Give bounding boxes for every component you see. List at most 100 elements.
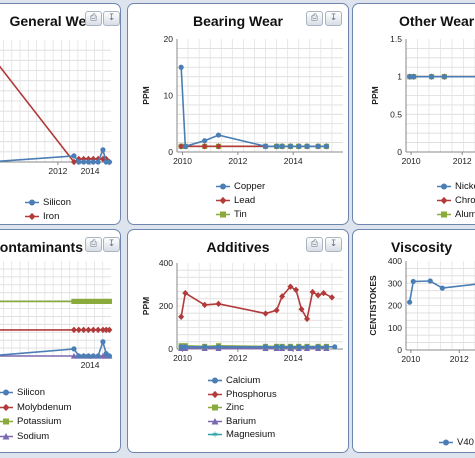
chart-bearing-wear: 0 10 20 PPM 2010 2012 2014: [141, 34, 343, 166]
download-button[interactable]: ↧: [325, 11, 342, 26]
legend-symbol: [220, 183, 226, 190]
grid-vertical: [187, 39, 333, 152]
legend-marker: [437, 211, 451, 218]
download-button[interactable]: ↧: [103, 11, 120, 26]
legend-label: Iron: [43, 211, 60, 222]
y-tick-label: 1.5: [390, 34, 402, 44]
panel-title: Bearing Wear: [193, 13, 283, 29]
legend-marker: [208, 417, 222, 425]
grid-horizontal: [177, 269, 343, 343]
series-silicon: [0, 147, 112, 165]
data-point: [81, 353, 87, 359]
series-v40: [407, 278, 475, 305]
y-tick-label: 0: [397, 345, 402, 355]
legend-label: Phosphorus: [226, 388, 277, 400]
y-axis-label: PPM: [141, 86, 151, 104]
data-point: [106, 159, 112, 165]
data-point: [178, 313, 185, 320]
data-point: [315, 143, 321, 149]
data-point: [304, 315, 311, 323]
grid-vertical: [3, 40, 104, 162]
data-point: [274, 143, 280, 149]
legend-symbol: [212, 404, 218, 411]
series-nickel: [407, 74, 475, 80]
data-point: [287, 344, 294, 350]
grid-horizontal: [0, 49, 111, 153]
print-button[interactable]: ⎙: [85, 11, 102, 26]
data-point: [323, 344, 329, 350]
y-tick-label: 400: [388, 256, 402, 266]
data-point: [76, 298, 82, 304]
y-tick-label: 0: [168, 147, 173, 157]
legend-label: Molybdenum: [17, 401, 72, 413]
print-button[interactable]: ⎙: [306, 11, 323, 26]
data-point: [106, 353, 112, 359]
data-point: [71, 153, 77, 159]
data-point: [287, 283, 294, 290]
legend-symbol: [441, 211, 447, 218]
panel-general-wear: General Wear ⎙ ↧ 2012 2014 Silicon Iron: [0, 3, 121, 225]
data-point: [182, 143, 188, 149]
data-point: [287, 143, 294, 149]
data-point: [407, 74, 413, 80]
legend-symbol: [3, 418, 9, 425]
data-point: [76, 159, 82, 165]
legend-marker: [439, 439, 453, 446]
data-point: [103, 326, 110, 334]
legend-label: Nickel: [455, 181, 475, 192]
legend-marker: [208, 390, 222, 398]
data-point: [262, 344, 269, 350]
data-point: [202, 344, 208, 350]
x-tick-label: 2012: [228, 156, 247, 166]
legend-marker: [208, 404, 222, 411]
x-tick-label: 2010: [402, 156, 421, 166]
data-point: [90, 159, 96, 165]
data-point: [81, 298, 87, 304]
x-tick-label: 2012: [228, 353, 247, 363]
y-tick-label: 300: [388, 278, 402, 288]
data-point: [182, 344, 188, 350]
download-icon: ↧: [329, 13, 338, 23]
data-point: [85, 326, 92, 334]
legend-label: Zinc: [226, 402, 244, 414]
legend-label: Copper: [234, 181, 266, 192]
y-axis-label: PPM: [370, 86, 380, 104]
data-point: [320, 289, 327, 297]
legend-symbol: [28, 212, 36, 221]
data-point: [95, 298, 101, 304]
download-button[interactable]: ↧: [103, 237, 120, 252]
x-tick-label: 2010: [401, 354, 420, 364]
y-tick-label: 0: [397, 147, 402, 157]
legend-marker: [216, 211, 230, 218]
data-point: [182, 289, 189, 297]
data-point: [279, 344, 285, 350]
data-point: [70, 352, 78, 359]
y-tick-label: 20: [164, 34, 174, 44]
grid-horizontal: [177, 48, 343, 143]
legend-marker: [216, 183, 230, 190]
legend-label: Chromium: [455, 195, 475, 206]
data-point: [178, 64, 184, 70]
data-point: [273, 307, 280, 314]
data-point: [85, 353, 92, 359]
data-point: [80, 326, 87, 334]
legend-label: Silicon: [43, 197, 71, 208]
data-point: [274, 344, 280, 350]
print-button[interactable]: ⎙: [85, 237, 102, 252]
data-point: [296, 344, 302, 350]
print-button[interactable]: ⎙: [306, 237, 323, 252]
legend-symbol: [443, 439, 449, 446]
grid-vertical: [3, 261, 104, 356]
data-point: [95, 159, 101, 165]
data-point: [292, 286, 299, 294]
download-icon: ↧: [329, 239, 338, 249]
data-point: [262, 143, 269, 149]
panel-title: Contaminants: [0, 239, 83, 255]
panel-viscosity: Viscosity 0 100 200 300 400 CENTISTOKES 2010 20…: [352, 229, 475, 453]
download-button[interactable]: ↧: [325, 237, 342, 252]
legend-symbol: [211, 417, 219, 425]
data-point: [427, 278, 433, 284]
data-point: [428, 74, 435, 80]
data-point: [95, 326, 102, 334]
panel-title: General Wear: [9, 13, 100, 29]
